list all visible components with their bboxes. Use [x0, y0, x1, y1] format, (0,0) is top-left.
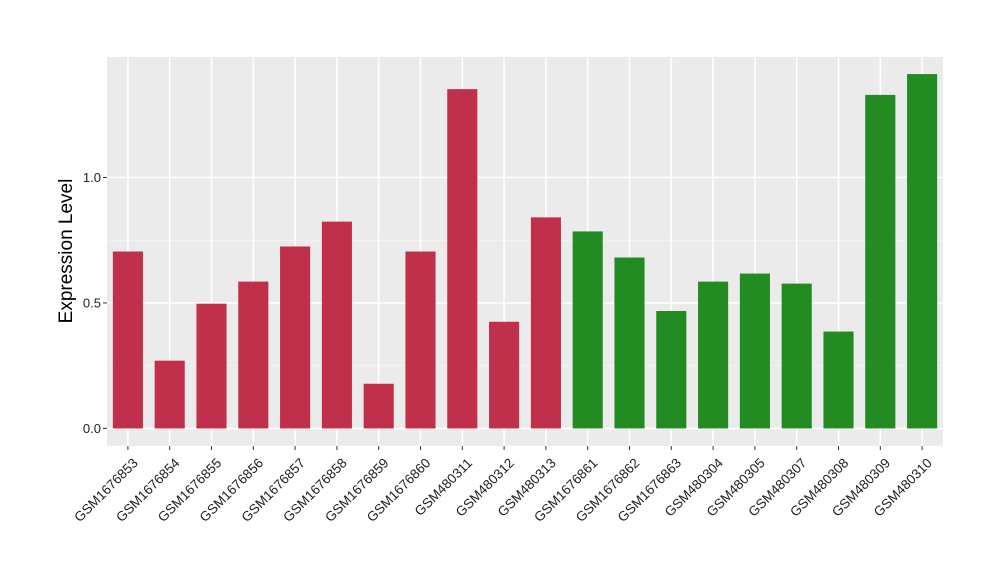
bar — [781, 283, 812, 429]
x-axis: GSM1676853GSM1676854GSM1676855GSM1676856… — [71, 446, 935, 525]
bar — [739, 273, 770, 429]
plot-panel — [107, 57, 943, 446]
bar — [614, 257, 645, 429]
bar — [405, 251, 436, 429]
bar — [154, 360, 185, 429]
bar — [447, 89, 478, 429]
bar — [823, 331, 854, 429]
bar — [530, 217, 561, 429]
bar — [321, 221, 352, 429]
bar — [656, 310, 687, 429]
bars — [112, 74, 938, 429]
bar — [280, 246, 311, 429]
bar — [238, 281, 269, 429]
bar — [196, 303, 227, 429]
y-axis-label: Expression Level — [56, 179, 77, 324]
bar — [112, 251, 143, 429]
bar — [572, 231, 603, 429]
y-tick-label: 1.0 — [83, 170, 101, 185]
bar — [865, 94, 896, 429]
bar — [907, 74, 938, 429]
y-tick-label: 0.0 — [83, 421, 101, 436]
bar — [698, 281, 729, 429]
y-tick-label: 0.5 — [83, 295, 101, 310]
bar — [363, 383, 394, 429]
bar — [489, 321, 520, 429]
y-axis: 0.0 0.5 1.0 — [83, 170, 107, 436]
